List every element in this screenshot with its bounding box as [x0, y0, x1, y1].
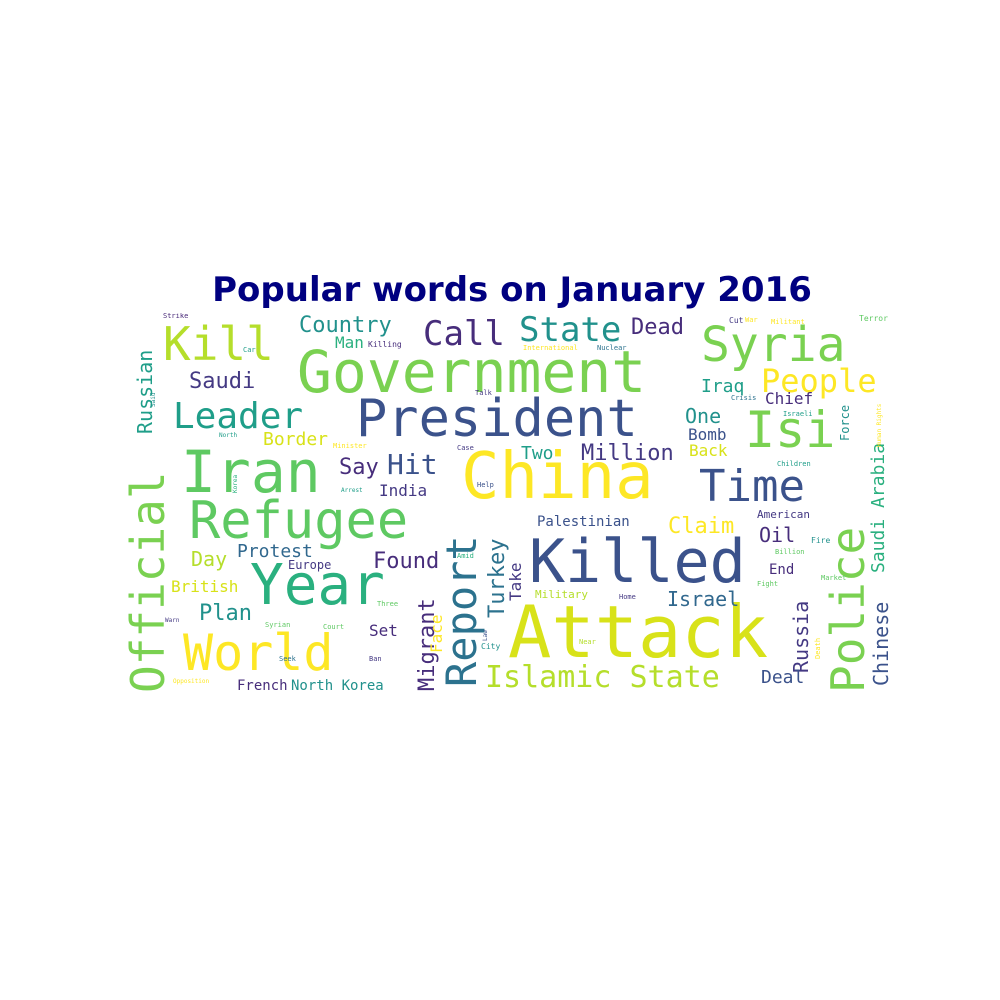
word-attack: Attack	[508, 590, 769, 674]
word-border: Border	[263, 429, 329, 450]
word-palestinian: Palestinian	[537, 514, 630, 530]
word-call: Call	[423, 314, 505, 354]
word-minister: Minister	[333, 442, 367, 450]
word-one: One	[685, 404, 722, 428]
word-saudi: Saudi	[189, 369, 256, 394]
word-kill: Kill	[163, 317, 274, 371]
word-american: American	[757, 508, 810, 521]
word-iraq: Iraq	[701, 376, 745, 397]
word-cut: Cut	[729, 316, 744, 325]
word-isi: Isi	[745, 401, 836, 459]
word-plan: Plan	[199, 601, 252, 626]
word-government: Government	[297, 338, 647, 406]
word-syrian: Syrian	[265, 621, 291, 629]
word-british: British	[171, 577, 239, 596]
word-seek: Seek	[279, 655, 296, 663]
word-force: Force	[838, 404, 852, 441]
word-arrest: Arrest	[341, 487, 363, 494]
word-french: French	[237, 678, 288, 694]
word-year: Year	[250, 553, 385, 618]
word-human-rights: Human Rights	[876, 403, 883, 447]
word-killed: Killed	[529, 527, 746, 597]
word-india: India	[379, 481, 428, 500]
word-warn: Warn	[165, 617, 180, 624]
word-israel: Israel	[667, 587, 740, 611]
word-claim: Claim	[668, 514, 735, 539]
word-president: President	[356, 389, 638, 449]
word-talk: Talk	[475, 389, 492, 397]
word-three: Three	[377, 600, 399, 608]
word-take: Take	[506, 562, 525, 601]
word-saudi-arabia: Saudi Arabia	[868, 442, 889, 573]
word-two: Two	[521, 443, 554, 464]
word-law: Law	[482, 630, 489, 641]
word-state: State	[519, 313, 622, 350]
word-city: City	[481, 642, 501, 651]
word-warn-side: Said	[150, 392, 157, 407]
word-deal: Deal	[761, 667, 805, 688]
word-court: Court	[323, 623, 345, 631]
word-syria: Syria	[701, 317, 846, 373]
word-billion: Billion	[775, 548, 805, 556]
word-militant: Militant	[771, 318, 805, 326]
word-korea: Korea	[232, 474, 239, 493]
word-islamic-state: Islamic State	[485, 660, 720, 695]
word-fight: Fight	[757, 580, 779, 588]
word-hit: Hit	[387, 448, 438, 481]
word-found: Found	[373, 549, 440, 574]
word-chinese: Chinese	[869, 601, 893, 686]
word-near: Near	[579, 638, 596, 646]
word-case: Case	[457, 444, 474, 452]
word-cloud: Government China Attack President Killed Iran…	[125, 313, 900, 697]
word-terror: Terror	[859, 314, 888, 323]
word-dead: Dead	[631, 315, 684, 340]
word-man: Man	[335, 333, 364, 352]
word-leader: Leader	[173, 396, 304, 437]
word-chief: Chief	[765, 389, 814, 408]
word-say: Say	[339, 455, 379, 480]
word-opposition: Opposition	[173, 678, 210, 685]
word-north-korea: North Korea	[291, 678, 384, 694]
word-north: North	[219, 432, 238, 439]
word-time: Time	[699, 461, 805, 512]
word-crisis: Crisis	[731, 394, 757, 402]
word-million: Million	[581, 441, 674, 466]
word-strike: Strike	[163, 313, 189, 320]
word-day: Day	[191, 547, 228, 571]
word-war: War	[745, 316, 758, 324]
word-home: Home	[619, 593, 636, 601]
word-international: International	[523, 344, 578, 352]
word-car: Car	[243, 346, 256, 354]
word-official: Official	[125, 471, 175, 693]
word-back: Back	[689, 441, 728, 460]
word-amid: Amid	[457, 552, 474, 560]
word-israeli: Israeli	[783, 410, 813, 418]
word-oil: Oil	[759, 523, 796, 547]
word-world: World	[183, 624, 334, 682]
word-country: Country	[299, 313, 392, 338]
word-face: Face	[427, 614, 446, 653]
word-police: Police	[821, 526, 875, 693]
word-protest: Protest	[237, 541, 313, 562]
word-help: Help	[477, 481, 494, 489]
word-nuclear: Nuclear	[597, 344, 627, 352]
word-russia: Russia	[789, 600, 813, 673]
word-people: People	[761, 362, 877, 400]
word-set: Set	[369, 621, 398, 640]
word-europe: Europe	[288, 558, 332, 572]
word-fire: Fire	[811, 536, 831, 545]
word-ban: Ban	[369, 655, 382, 663]
word-china: China	[461, 440, 654, 514]
word-military: Military	[535, 588, 588, 601]
chart-title: Popular words on January 2016	[212, 270, 812, 310]
word-end: End	[769, 562, 795, 578]
word-death: Death	[814, 637, 822, 659]
word-iran: Iran	[181, 438, 321, 506]
word-children: Children	[777, 460, 811, 468]
word-bomb: Bomb	[688, 425, 727, 444]
word-refugee: Refugee	[189, 491, 409, 551]
word-market: Market	[821, 574, 847, 582]
word-killing: Killing	[368, 340, 402, 349]
